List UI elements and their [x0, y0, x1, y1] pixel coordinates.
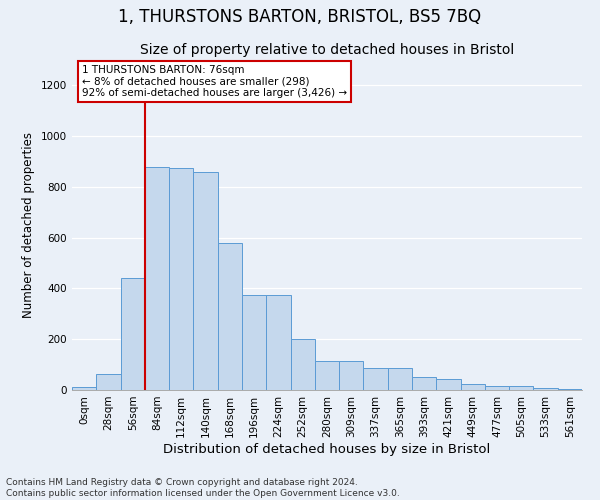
Bar: [315, 361, 339, 390]
Bar: [290, 339, 315, 390]
Bar: [218, 243, 242, 390]
Bar: [96, 374, 121, 390]
Bar: [145, 166, 169, 390]
Bar: [558, 388, 582, 390]
Bar: [509, 386, 533, 390]
Text: Contains HM Land Registry data © Crown copyright and database right 2024.
Contai: Contains HM Land Registry data © Crown c…: [6, 478, 400, 498]
Bar: [121, 278, 145, 390]
Bar: [266, 295, 290, 390]
X-axis label: Distribution of detached houses by size in Bristol: Distribution of detached houses by size …: [163, 442, 491, 456]
Bar: [533, 388, 558, 390]
Bar: [72, 387, 96, 390]
Bar: [485, 386, 509, 390]
Title: Size of property relative to detached houses in Bristol: Size of property relative to detached ho…: [140, 44, 514, 58]
Bar: [242, 295, 266, 390]
Bar: [339, 361, 364, 390]
Bar: [436, 378, 461, 390]
Bar: [169, 168, 193, 390]
Bar: [193, 172, 218, 390]
Text: 1, THURSTONS BARTON, BRISTOL, BS5 7BQ: 1, THURSTONS BARTON, BRISTOL, BS5 7BQ: [118, 8, 482, 26]
Bar: [412, 378, 436, 390]
Y-axis label: Number of detached properties: Number of detached properties: [22, 132, 35, 318]
Bar: [388, 368, 412, 390]
Bar: [461, 384, 485, 390]
Text: 1 THURSTONS BARTON: 76sqm
← 8% of detached houses are smaller (298)
92% of semi-: 1 THURSTONS BARTON: 76sqm ← 8% of detach…: [82, 65, 347, 98]
Bar: [364, 368, 388, 390]
